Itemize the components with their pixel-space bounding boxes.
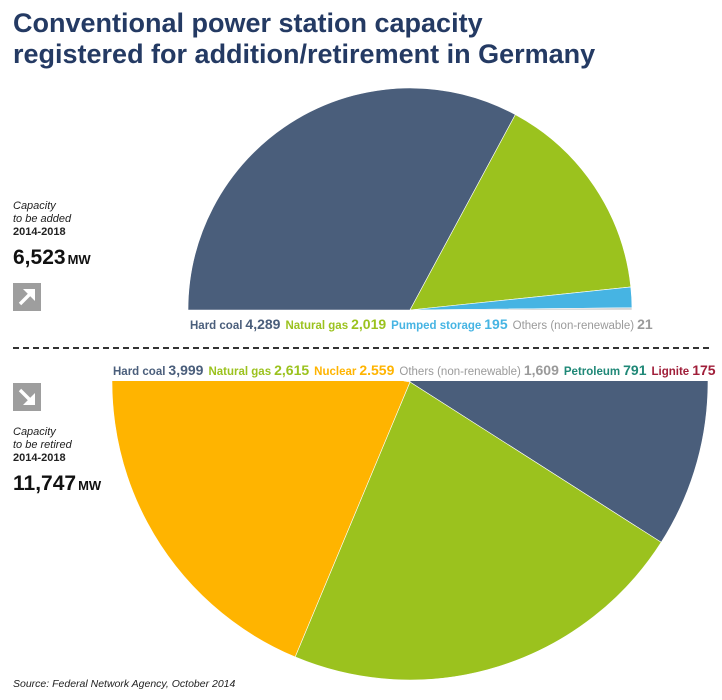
pie-slice-added-others [409,307,633,311]
retired-legend-label-petroleum: Petroleum [563,366,621,378]
retired-legend-value-others: 1,609 [523,362,559,378]
added-caption: Capacity to be added 2014-2018 [13,200,71,239]
added-legend-value-hard-coal: 4,289 [245,316,281,332]
added-total-unit: MW [67,252,91,267]
retired-legend-lignite: Lignite 175 [651,362,716,378]
retired-caption-line2: to be retired [13,439,72,451]
chart-title-line1: Conventional power station capacity [13,8,483,38]
added-caption-line1: Capacity [13,200,56,212]
added-legend-label-others: Others (non-renewable) [512,320,635,332]
retired-total-value: 11,747 [13,472,77,495]
retired-legend-value-natural-gas: 2,615 [274,362,310,378]
retired-total: 11,747 MW [13,472,101,496]
added-legend-label-pumped-storage: Pumped storage [391,320,482,332]
added-total: 6,523 MW [13,246,91,270]
pie-slice-added-natural-gas [409,114,632,311]
section-divider [13,347,709,349]
retired-caption-line1: Capacity [13,426,56,438]
chart-title: Conventional power station capacity regi… [13,8,613,70]
added-legend-hard-coal: Hard coal 4,289 [190,316,280,332]
added-legend-value-pumped-storage: 195 [484,316,508,332]
retired-legend-nuclear: Nuclear 2.559 [314,362,394,378]
pie-slice-retired-others [403,381,411,383]
retired-legend-value-hard-coal: 3,999 [168,362,204,378]
retired-legend-label-natural-gas: Natural gas [208,366,272,378]
retired-caption: Capacity to be retired 2014-2018 [13,426,72,465]
retired-legend-label-others: Others (non-renewable) [399,366,521,378]
retired-legend-value-nuclear: 2.559 [359,362,395,378]
added-legend-value-natural-gas: 2,019 [351,316,387,332]
added-total-value: 6,523 [13,246,66,269]
chart-title-line2: registered for addition/retirement in Ge… [13,39,596,69]
retired-legend-others: Others (non-renewable) 1,609 [399,362,559,378]
pie-slice-added-hard-coal [187,87,516,311]
retired-legend-natural-gas: Natural gas 2,615 [208,362,309,378]
added-legend-value-others: 21 [637,316,653,332]
pie-slice-retired-natural-gas [294,381,662,681]
legend-retired: Hard coal 3,999 Natural gas 2,615 Nuclear 2.5… [113,362,721,378]
added-legend-label-hard-coal: Hard coal [190,320,243,332]
retired-legend-label-nuclear: Nuclear [314,366,357,378]
added-legend-label-natural-gas: Natural gas [285,320,349,332]
source-note: Source: Federal Network Agency, October … [13,678,236,690]
added-caption-line2: to be added [13,213,72,225]
retired-legend-label-lignite: Lignite [651,366,690,378]
arrow-down-right-icon [13,383,41,411]
retired-legend-value-lignite: 175 [692,362,716,378]
retired-legend-label-hard-coal: Hard coal [113,366,166,378]
retired-period: 2014-2018 [13,452,66,464]
added-legend-natural-gas: Natural gas 2,019 [285,316,386,332]
retired-total-unit: MW [78,478,102,493]
arrow-up-right-icon [13,283,41,311]
pie-slice-retired-nuclear [111,381,411,658]
pie-slice-retired-hard-coal [409,381,709,543]
retired-legend-petroleum: Petroleum 791 [563,362,647,378]
added-period: 2014-2018 [13,226,66,238]
retired-legend-hard-coal: Hard coal 3,999 [113,362,203,378]
pie-slice-retired-lignite [409,381,411,383]
added-legend-others: Others (non-renewable) 21 [512,316,653,332]
pie-retired-group [111,381,709,681]
retired-legend-value-petroleum: 791 [623,362,647,378]
added-legend-pumped-storage: Pumped storage 195 [391,316,507,332]
legend-added: Hard coal 4,289 Natural gas 2,019 Pumped sto… [190,316,658,332]
